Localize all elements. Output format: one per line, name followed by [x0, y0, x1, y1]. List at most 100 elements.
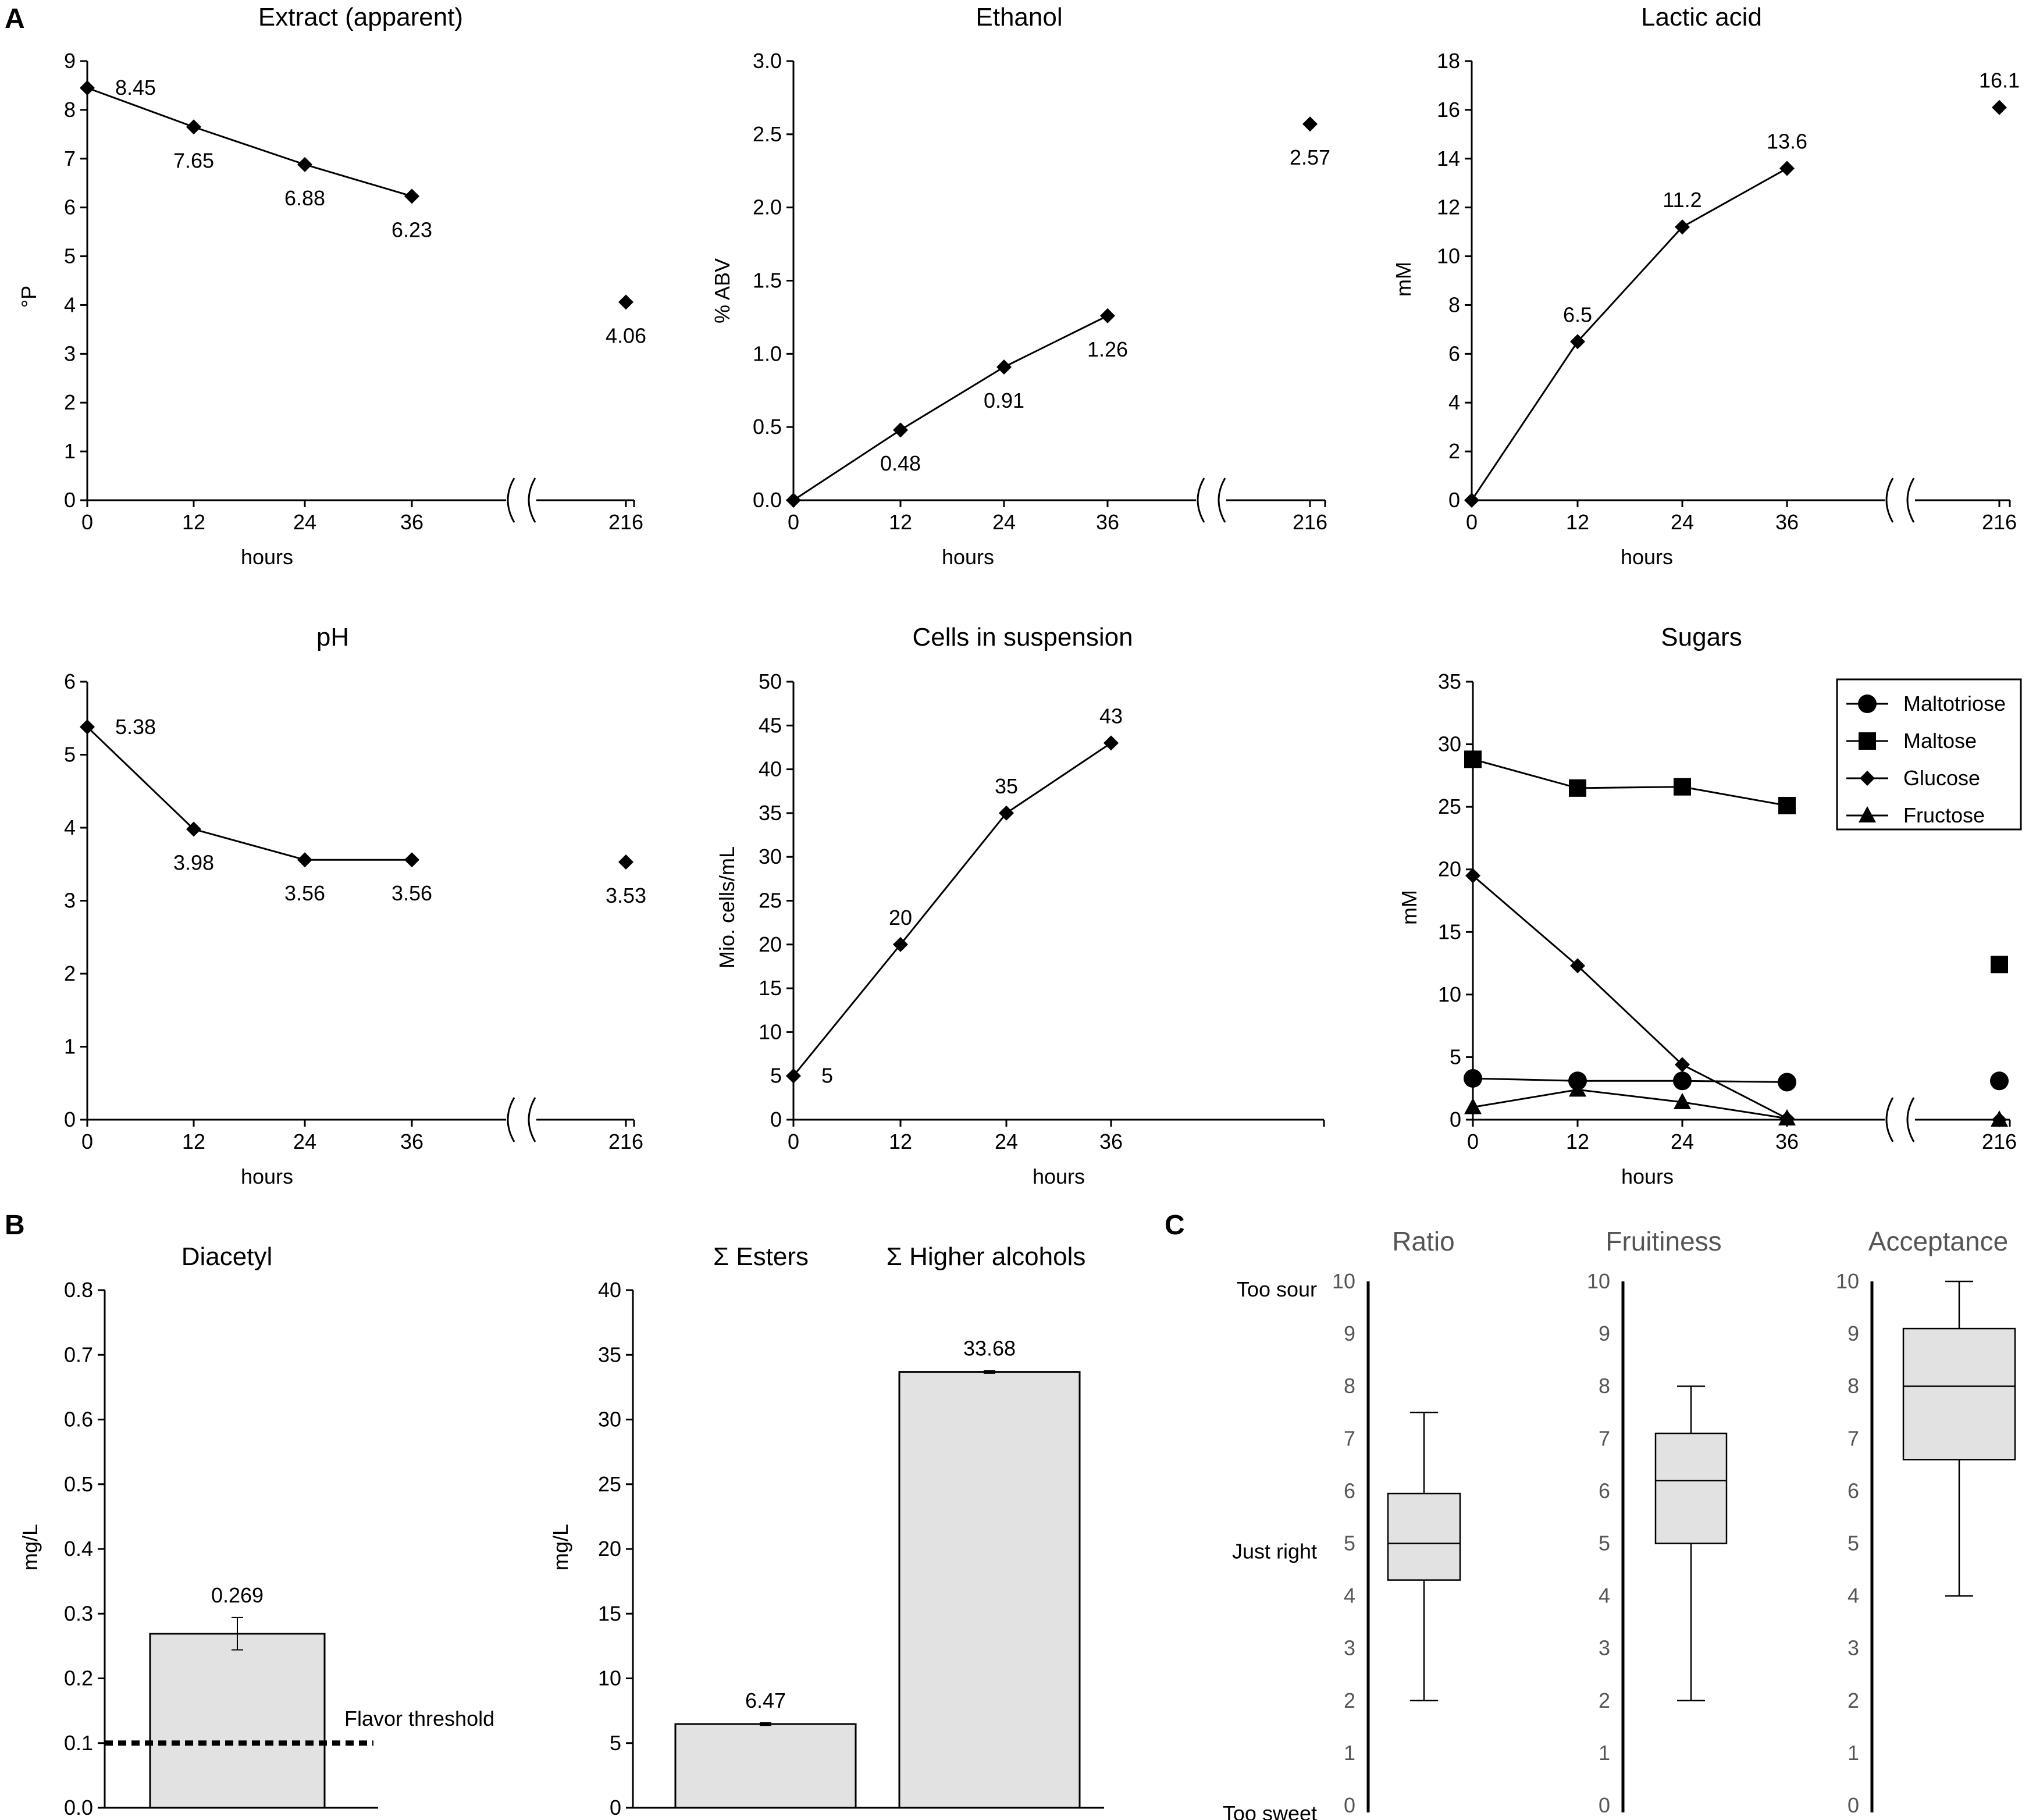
- data-point: [1991, 1110, 2008, 1127]
- bar: [898, 1371, 1081, 1809]
- axis-break-mark: [1906, 1097, 1915, 1142]
- x-tick-label: 12: [889, 1130, 912, 1153]
- boxplot-acceptance: Acceptance 0 1 2 3 4 5 6 7 8 9 10: [1836, 1226, 2016, 1817]
- series-line-extract: [87, 87, 412, 197]
- x-tick-label: 24: [293, 510, 316, 534]
- y-tick-label: 1: [1848, 1741, 1859, 1765]
- chart-title: Ethanol: [976, 3, 1062, 31]
- box-title: Fruitiness: [1606, 1226, 1721, 1256]
- axis-break-mark: [507, 1097, 515, 1142]
- y-tick-label: 3: [64, 889, 76, 913]
- y-tick-label: 40: [759, 757, 782, 781]
- x-tick-label: 12: [182, 510, 205, 534]
- x-tick-label: 216: [1982, 1130, 2017, 1153]
- y-tick-label: 9: [1344, 1322, 1355, 1345]
- y-tick-label: 9: [1848, 1322, 1859, 1345]
- chart-cells: Cells in suspension 0 5 10 15 20 25 30 35 40 45 50 0…: [715, 623, 1325, 1188]
- chart-esters: 0 5 10 15 20 25 30 35 40 mg/L 6.47 Σ Esters 33.68 Σ H…: [549, 1242, 1104, 1819]
- y-tick-label: 2: [1448, 439, 1460, 463]
- scale-label: Just right: [1232, 1540, 1317, 1563]
- x-tick-label: 24: [1671, 1130, 1694, 1153]
- y-tick-label: 6: [1599, 1479, 1610, 1502]
- data-point: [404, 852, 419, 868]
- y-tick-label: 3: [1344, 1636, 1355, 1660]
- data-label: 43: [1099, 704, 1123, 728]
- y-tick-label: 0.5: [753, 415, 782, 439]
- y-tick-label: 20: [759, 932, 782, 956]
- y-tick-label: 1: [1344, 1741, 1355, 1765]
- y-tick-label: 40: [598, 1278, 621, 1302]
- y-tick-label: 8: [64, 98, 76, 122]
- chart-title: pH: [316, 623, 349, 651]
- y-tick-label: 1.0: [753, 341, 782, 365]
- chart-title: Diacetyl: [181, 1242, 273, 1271]
- data-point: [893, 422, 908, 438]
- y-tick-label: 5: [610, 1731, 621, 1755]
- series-line-maltotriose: [1472, 1077, 1788, 1083]
- y-tick-label: 6: [64, 669, 76, 693]
- y-tick-label: 30: [759, 845, 782, 868]
- x-tick-label: 0: [81, 1130, 93, 1153]
- data-point: [186, 821, 201, 837]
- data-label: 1.26: [1087, 337, 1128, 361]
- y-tick-label: 4: [1344, 1584, 1355, 1608]
- axis-break-mark: [1885, 478, 1894, 523]
- x-tick-label: 24: [293, 1130, 316, 1153]
- box-iqr: [1654, 1433, 1728, 1544]
- data-label: 4.06: [606, 323, 646, 347]
- data-point: [80, 719, 95, 735]
- series-line-lactic-acid: [1471, 168, 1788, 501]
- y-tick-label: 0: [1344, 1793, 1355, 1817]
- data-point: [1674, 1092, 1691, 1109]
- box-title: Acceptance: [1868, 1226, 2008, 1256]
- x-tick-label: 0: [1466, 510, 1478, 534]
- y-tick-label: 6: [64, 195, 76, 219]
- scale-label: Too sweet: [1223, 1801, 1317, 1820]
- x-tick-label: 12: [1566, 510, 1589, 534]
- y-tick-label: 1: [64, 1035, 76, 1059]
- y-tick-label: 0.1: [64, 1731, 93, 1755]
- y-tick-label: 0.4: [64, 1537, 93, 1561]
- data-point: [1675, 219, 1690, 235]
- data-label: 3.56: [284, 881, 325, 905]
- panel-label-a: A: [5, 3, 25, 34]
- y-tick-label: 0: [1599, 1793, 1610, 1817]
- y-tick-label: 0: [1848, 1793, 1859, 1817]
- x-tick-label: 24: [995, 1130, 1018, 1153]
- legend-entry: Fructose: [1903, 803, 1985, 827]
- y-tick-label: 5: [770, 1064, 782, 1088]
- chart-sugars: Sugars 0 5 10 15 20 25 30 35 0 12 24 36 216 hours mM Mal…: [1397, 623, 2022, 1188]
- x-tick-label: 36: [400, 510, 423, 534]
- x-tick-label: 24: [992, 510, 1016, 534]
- chart-title: Extract (apparent): [258, 3, 463, 31]
- data-label: 11.2: [1663, 188, 1701, 212]
- y-tick-label: 5: [1599, 1531, 1610, 1555]
- y-tick-label: 15: [759, 976, 782, 1000]
- chart-title: Sugars: [1661, 623, 1742, 651]
- data-label: 5.38: [115, 715, 156, 739]
- y-tick-label: 15: [598, 1601, 621, 1625]
- legend-entry: Glucose: [1903, 766, 1980, 790]
- axis-break-mark: [1906, 478, 1915, 523]
- data-point: [1675, 1057, 1690, 1073]
- data-point: [1465, 868, 1480, 884]
- data-label: 3.53: [606, 884, 646, 907]
- axis-break-mark: [1885, 1097, 1894, 1142]
- axis-break-mark: [1197, 478, 1205, 523]
- y-tick-label: 2.0: [753, 195, 782, 219]
- y-tick-label: 2: [1848, 1689, 1859, 1712]
- data-point: [297, 156, 312, 172]
- data-label: 6.88: [284, 186, 325, 210]
- y-axis-label: mM: [1397, 890, 1421, 925]
- y-tick-label: 0: [64, 1107, 76, 1131]
- data-point: [786, 1068, 801, 1084]
- y-tick-label: 6: [1848, 1479, 1859, 1502]
- series-line-ethanol: [793, 315, 1108, 501]
- chart-title: Lactic acid: [1641, 3, 1762, 31]
- y-tick-label: 25: [598, 1472, 621, 1496]
- y-axis-label: Mio. cells/mL: [715, 846, 739, 968]
- y-tick-label: 0.6: [64, 1408, 93, 1431]
- y-tick-label: 12: [1437, 195, 1460, 219]
- y-tick-label: 4: [1599, 1584, 1610, 1608]
